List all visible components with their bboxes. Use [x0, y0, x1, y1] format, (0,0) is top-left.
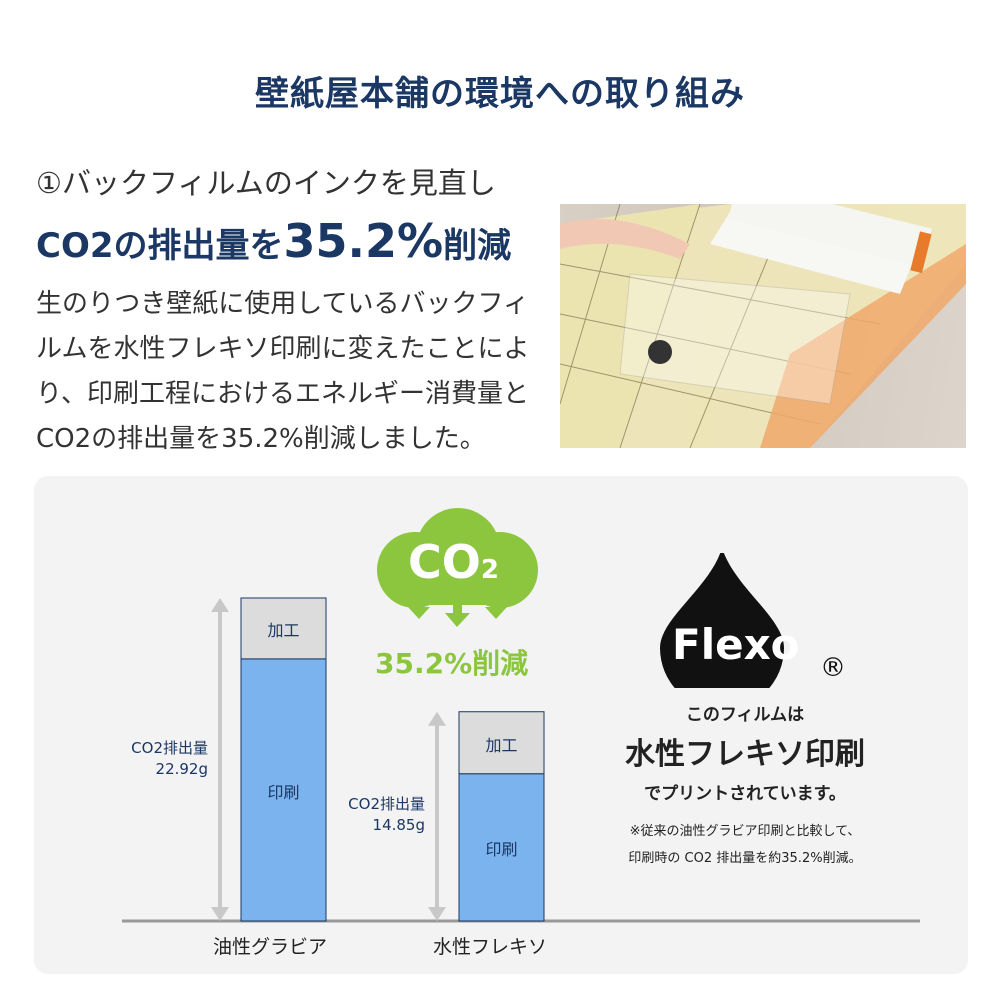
section-subtitle: ①バックフィルムのインクを見直し [36, 166, 496, 200]
category-label: 油性グラビア [213, 936, 328, 958]
page-title: 壁紙屋本舗の環境への取り組み [255, 74, 745, 114]
bar-segment-label: 加工 [485, 735, 518, 755]
headline: CO2の排出量を35.2%削減 [36, 214, 511, 268]
bar-segment-加工 [240, 597, 327, 660]
co2-cloud-icon: CO2 [370, 505, 545, 635]
co2-reduction: 35.2%削減 [375, 647, 529, 680]
co2-label: CO [408, 535, 481, 589]
arrow-head-down [428, 907, 446, 921]
arrow-head-up [428, 711, 446, 726]
registered-mark: ® [820, 653, 846, 683]
flexo-line2: 水性フレキソ印刷 [625, 737, 865, 772]
headline-value: 35.2% [283, 214, 444, 268]
arrow-head-down [211, 907, 229, 921]
bar-segment-label: 印刷 [267, 782, 300, 802]
flexo-drop-logo [655, 548, 790, 710]
flexo-logo-text: Flexo [672, 620, 800, 669]
headline-pre: CO2の排出量を [36, 226, 284, 266]
bar-segment-印刷 [240, 658, 327, 922]
category-label: 水性フレキソ [433, 936, 548, 958]
flexo-note1: ※従来の油性グラビア印刷と比較して、 [629, 824, 861, 839]
bar-segment-label: 印刷 [485, 840, 518, 860]
total-label-line1: CO2排出量 [348, 795, 425, 814]
headline-post: 削減 [443, 226, 512, 266]
body-text: 生のりつき壁紙に使用しているバックフィルムを水性フレキソ印刷に変えたことにより、… [36, 289, 530, 454]
flexo-note2: 印刷時の CO2 排出量を約35.2%削減。 [628, 851, 862, 866]
bar-segment-label: 加工 [267, 621, 300, 641]
bar-segment-印刷 [458, 773, 545, 922]
total-label-line2: 22.92g [155, 759, 208, 778]
arrow-head-up [211, 598, 229, 612]
co2-subscript: 2 [480, 555, 499, 585]
flexo-line3: でプリントされています。 [644, 784, 846, 804]
bar-segment-加工 [458, 711, 545, 775]
total-label-line2: 14.85g [372, 816, 425, 835]
product-photo [560, 204, 966, 448]
flexo-line1: このフィルムは [685, 705, 805, 725]
total-label-line1: CO2排出量 [131, 738, 208, 757]
